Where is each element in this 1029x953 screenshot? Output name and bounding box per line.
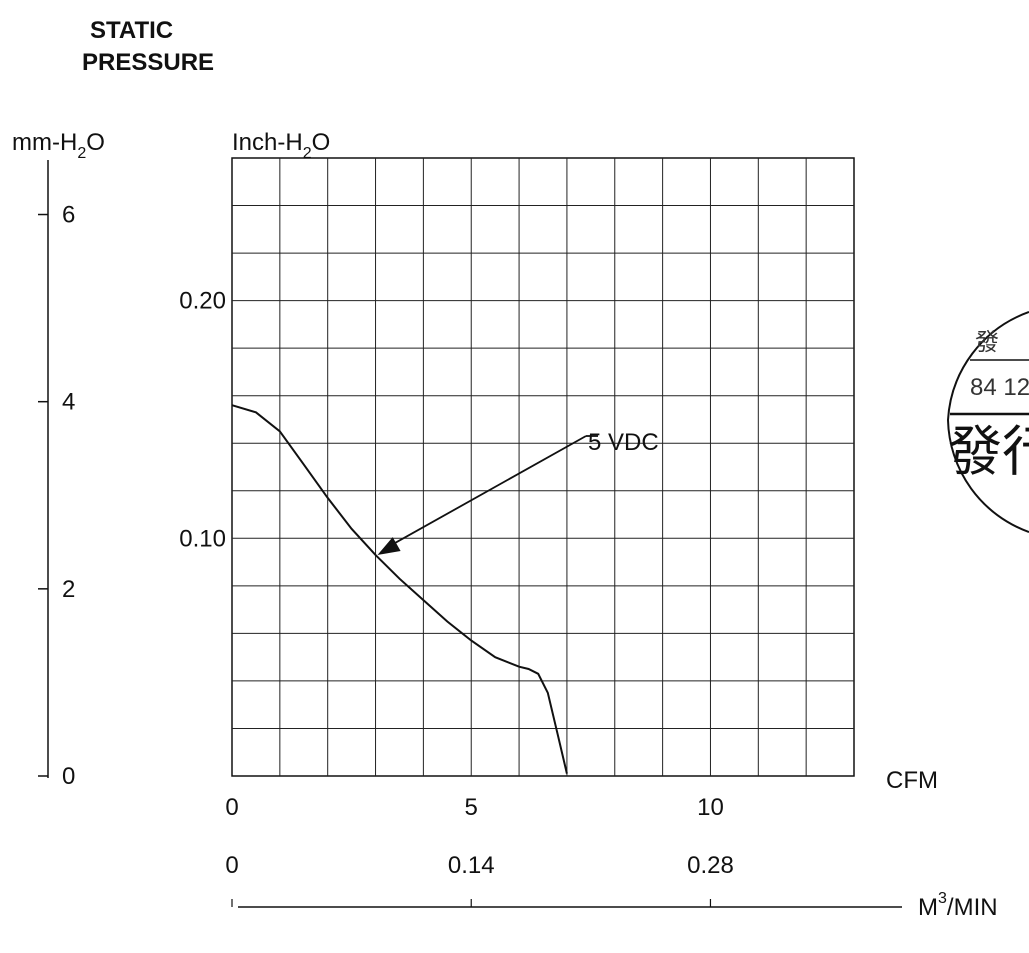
chart-title-line-2: PRESSURE xyxy=(82,49,214,76)
inch-axis-ticks: 0.10 0.20 xyxy=(179,288,226,553)
seal-text-main: 發行 xyxy=(948,422,1029,482)
y-tick-label: 0.20 xyxy=(179,288,226,315)
mm-axis-ticks: 0 2 4 6 xyxy=(38,202,75,790)
seal-text-top: 發 xyxy=(975,329,999,356)
m3-axis-ticks: 0 0.14 0.28 xyxy=(225,852,734,907)
seal-text-date: 84 12 xyxy=(970,374,1029,401)
series-line-5vdc xyxy=(231,404,568,774)
mm-tick-label: 6 xyxy=(62,202,75,229)
chart-title-line-1: STATIC xyxy=(90,17,173,44)
series-callout-arrowhead xyxy=(377,537,401,555)
x2-tick-label: 0.28 xyxy=(687,852,734,879)
x2-tick-label: 0.14 xyxy=(448,852,495,879)
mm-tick-label: 4 xyxy=(62,389,75,416)
y-axis-label-inch: Inch-H2O xyxy=(232,129,330,162)
mm-tick-label: 2 xyxy=(62,576,75,603)
plot-frame xyxy=(231,157,855,777)
mm-tick-label: 0 xyxy=(62,763,75,790)
x2-tick-label: 0 xyxy=(225,852,238,879)
seal-stamp: 發 84 12 發行 xyxy=(946,311,1029,533)
x-tick-label: 10 xyxy=(697,794,724,821)
y-tick-label: 0.10 xyxy=(179,525,226,552)
x-tick-label: 0 xyxy=(225,794,238,821)
series-callout-line xyxy=(391,435,587,546)
x-tick-label: 5 xyxy=(465,794,478,821)
series-label-5vdc: 5 VDC xyxy=(588,429,659,456)
x2-axis-label-m3: M3/MIN xyxy=(918,890,998,921)
chart-grid xyxy=(231,157,855,777)
y-axis-label-mm: mm-H2O xyxy=(12,129,105,162)
x-axis-label-cfm: CFM xyxy=(886,767,938,794)
cfm-axis-ticks: 0 5 10 xyxy=(225,794,723,821)
